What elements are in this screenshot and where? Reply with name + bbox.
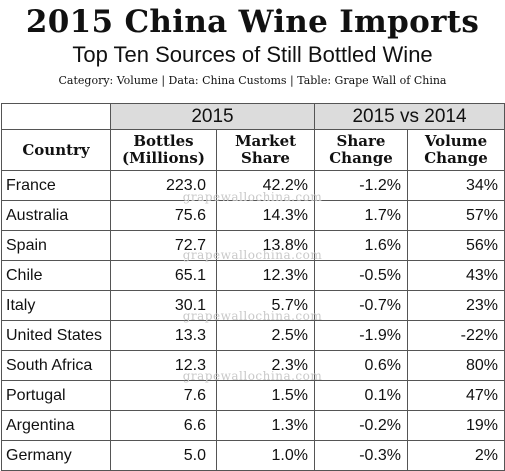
share-change-column-header: Share Change bbox=[314, 129, 408, 171]
table-row: Spain 72.7 13.8% 1.6% 56% bbox=[1, 230, 505, 261]
share-change-cell: 0.6% bbox=[314, 350, 408, 381]
volume-change-cell: 43% bbox=[407, 260, 505, 291]
market-share-cell: 12.3% bbox=[216, 260, 315, 291]
column-group-row: 2015 2015 vs 2014 bbox=[1, 103, 505, 130]
share-change-cell: -0.5% bbox=[314, 260, 408, 291]
source-caption: Category: Volume | Data: China Customs |… bbox=[58, 74, 447, 87]
share-change-cell: -0.7% bbox=[314, 290, 408, 321]
volume-change-cell: 19% bbox=[407, 410, 505, 441]
volume-change-cell: 56% bbox=[407, 230, 505, 261]
bottles-cell: 13.3 bbox=[110, 320, 217, 351]
country-cell: Argentina bbox=[1, 410, 111, 441]
share-change-cell: -1.9% bbox=[314, 320, 408, 351]
volume-change-column-header: Volume Change bbox=[407, 129, 505, 171]
group-header-2015: 2015 bbox=[110, 103, 315, 130]
table-row: Portugal 7.6 1.5% 0.1% 47% bbox=[1, 380, 505, 411]
bottles-cell: 5.0 bbox=[110, 440, 217, 471]
share-change-cell: -1.2% bbox=[314, 170, 408, 201]
country-cell: Spain bbox=[1, 230, 111, 261]
table-row: France 223.0 42.2% -1.2% 34% bbox=[1, 170, 505, 201]
country-column-header: Country bbox=[1, 129, 111, 171]
group-header-2015-vs-2014: 2015 vs 2014 bbox=[314, 103, 505, 130]
bottles-cell: 12.3 bbox=[110, 350, 217, 381]
table-row: South Africa 12.3 2.3% 0.6% 80% bbox=[1, 350, 505, 381]
country-cell: Australia bbox=[1, 200, 111, 231]
bottles-cell: 223.0 bbox=[110, 170, 217, 201]
share-change-cell: -0.3% bbox=[314, 440, 408, 471]
table-row: Italy 30.1 5.7% -0.7% 23% bbox=[1, 290, 505, 321]
market-share-cell: 5.7% bbox=[216, 290, 315, 321]
market-share-cell: 2.3% bbox=[216, 350, 315, 381]
table-row: Germany 5.0 1.0% -0.3% 2% bbox=[1, 440, 505, 471]
volume-change-cell: 80% bbox=[407, 350, 505, 381]
country-cell: Germany bbox=[1, 440, 111, 471]
market-share-cell: 1.0% bbox=[216, 440, 315, 471]
country-cell: Chile bbox=[1, 260, 111, 291]
market-share-cell: 1.5% bbox=[216, 380, 315, 411]
market-share-cell: 1.3% bbox=[216, 410, 315, 441]
share-change-cell: 1.6% bbox=[314, 230, 408, 261]
chart-subtitle: Top Ten Sources of Still Bottled Wine bbox=[72, 42, 433, 67]
country-cell: Portugal bbox=[1, 380, 111, 411]
wine-imports-table: 2015 2015 vs 2014 Country Bottles (Milli… bbox=[1, 103, 505, 471]
volume-change-cell: 34% bbox=[407, 170, 505, 201]
table-row: Australia 75.6 14.3% 1.7% 57% bbox=[1, 200, 505, 231]
bottles-cell: 72.7 bbox=[110, 230, 217, 261]
market-share-cell: 14.3% bbox=[216, 200, 315, 231]
bottles-cell: 7.6 bbox=[110, 380, 217, 411]
volume-change-cell: 2% bbox=[407, 440, 505, 471]
market-share-column-header: Market Share bbox=[216, 129, 315, 171]
table-row: Chile 65.1 12.3% -0.5% 43% bbox=[1, 260, 505, 291]
bottles-cell: 65.1 bbox=[110, 260, 217, 291]
bottles-cell: 75.6 bbox=[110, 200, 217, 231]
bottles-cell: 6.6 bbox=[110, 410, 217, 441]
share-change-cell: 1.7% bbox=[314, 200, 408, 231]
chart-title: 2015 China Wine Imports bbox=[25, 4, 480, 40]
table-row: United States 13.3 2.5% -1.9% -22% bbox=[1, 320, 505, 351]
table-row: Argentina 6.6 1.3% -0.2% 19% bbox=[1, 410, 505, 441]
blank-corner-cell bbox=[1, 103, 111, 130]
volume-change-cell: 57% bbox=[407, 200, 505, 231]
market-share-cell: 42.2% bbox=[216, 170, 315, 201]
volume-change-cell: 47% bbox=[407, 380, 505, 411]
volume-change-cell: -22% bbox=[407, 320, 505, 351]
bottles-cell: 30.1 bbox=[110, 290, 217, 321]
volume-change-cell: 23% bbox=[407, 290, 505, 321]
share-change-cell: -0.2% bbox=[314, 410, 408, 441]
column-header-row: Country Bottles (Millions) Market Share … bbox=[1, 129, 505, 171]
bottles-column-header: Bottles (Millions) bbox=[110, 129, 217, 171]
market-share-cell: 2.5% bbox=[216, 320, 315, 351]
market-share-cell: 13.8% bbox=[216, 230, 315, 261]
country-cell: France bbox=[1, 170, 111, 201]
country-cell: United States bbox=[1, 320, 111, 351]
country-cell: Italy bbox=[1, 290, 111, 321]
country-cell: South Africa bbox=[1, 350, 111, 381]
share-change-cell: 0.1% bbox=[314, 380, 408, 411]
